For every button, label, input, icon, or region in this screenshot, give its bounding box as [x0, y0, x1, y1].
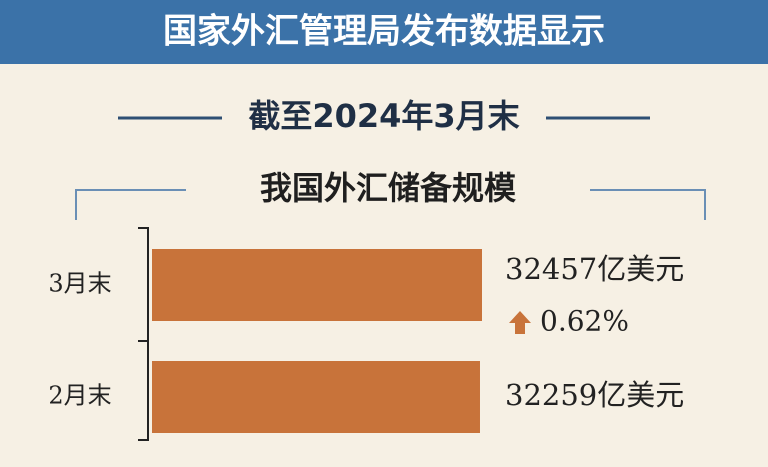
bracket [590, 189, 706, 220]
value-label: 32259亿美元 [505, 378, 684, 412]
page-title: 国家外汇管理局发布数据显示 [163, 12, 605, 52]
category-label: 2月末 [48, 382, 111, 410]
bar [152, 361, 480, 433]
change-label: 0.62% [540, 305, 629, 338]
bracket [75, 189, 186, 220]
category-label: 3月末 [48, 270, 111, 298]
bar [152, 249, 482, 321]
subtitle: 截至2024年3月末 [248, 97, 519, 135]
axis-bracket [138, 227, 149, 441]
banner [0, 0, 768, 64]
value-label: 32457亿美元 [505, 252, 684, 286]
up-arrow [509, 311, 531, 334]
chart-title: 我国外汇储备规模 [260, 169, 516, 207]
